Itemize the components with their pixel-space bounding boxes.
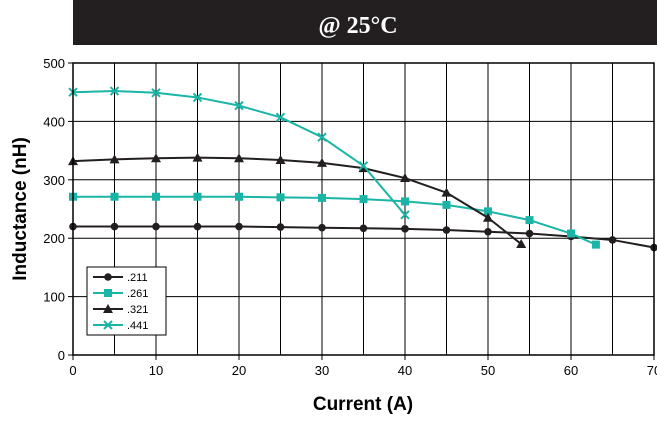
y-tick-label: 500 xyxy=(43,56,65,71)
x-tick-label: 10 xyxy=(149,363,163,378)
y-tick-label: 200 xyxy=(43,231,65,246)
legend-label: .261 xyxy=(127,288,148,300)
data-point xyxy=(526,216,534,224)
data-point xyxy=(235,223,243,231)
legend-label: .441 xyxy=(127,320,148,332)
data-point xyxy=(567,230,575,238)
x-tick-label: 30 xyxy=(315,363,329,378)
data-point xyxy=(152,193,160,201)
data-point xyxy=(111,193,119,201)
data-point xyxy=(401,197,409,205)
data-point xyxy=(277,223,285,231)
series-line xyxy=(73,197,596,245)
data-point xyxy=(592,241,600,249)
data-point xyxy=(609,236,617,244)
data-point xyxy=(401,225,409,233)
data-point xyxy=(194,223,202,231)
legend: .211 .261 .321 .441 xyxy=(87,267,166,335)
legend-swatch-marker xyxy=(104,289,112,297)
data-point xyxy=(484,228,492,236)
data-point xyxy=(152,223,160,231)
series-3 xyxy=(68,153,526,248)
data-point xyxy=(360,224,368,232)
legend-label: .321 xyxy=(127,304,148,316)
x-tick-label: 50 xyxy=(481,363,495,378)
y-tick-label: 400 xyxy=(43,114,65,129)
y-tick-label: 0 xyxy=(58,348,65,363)
data-point xyxy=(235,193,243,201)
x-tick-label: 0 xyxy=(69,363,76,378)
data-point xyxy=(526,230,534,238)
legend-swatch-marker xyxy=(104,273,112,281)
x-tick-label: 60 xyxy=(564,363,578,378)
data-point xyxy=(194,193,202,201)
data-point xyxy=(443,226,451,234)
data-point xyxy=(111,223,119,231)
data-point xyxy=(277,193,285,201)
data-point xyxy=(318,194,326,202)
data-point xyxy=(443,201,451,209)
series-2 xyxy=(69,193,600,249)
data-point xyxy=(360,195,368,203)
y-tick-label: 300 xyxy=(43,173,65,188)
y-tick-label: 100 xyxy=(43,290,65,305)
y-axis-title: Inductance (nH) xyxy=(10,137,31,281)
chart-title: @ 25°C xyxy=(318,13,397,39)
data-point xyxy=(318,224,326,232)
x-tick-label: 20 xyxy=(232,363,246,378)
legend-label: .211 xyxy=(127,272,148,284)
x-tick-label: 70 xyxy=(647,363,657,378)
x-axis-title: Current (A) xyxy=(313,394,413,415)
x-tick-label: 40 xyxy=(398,363,412,378)
